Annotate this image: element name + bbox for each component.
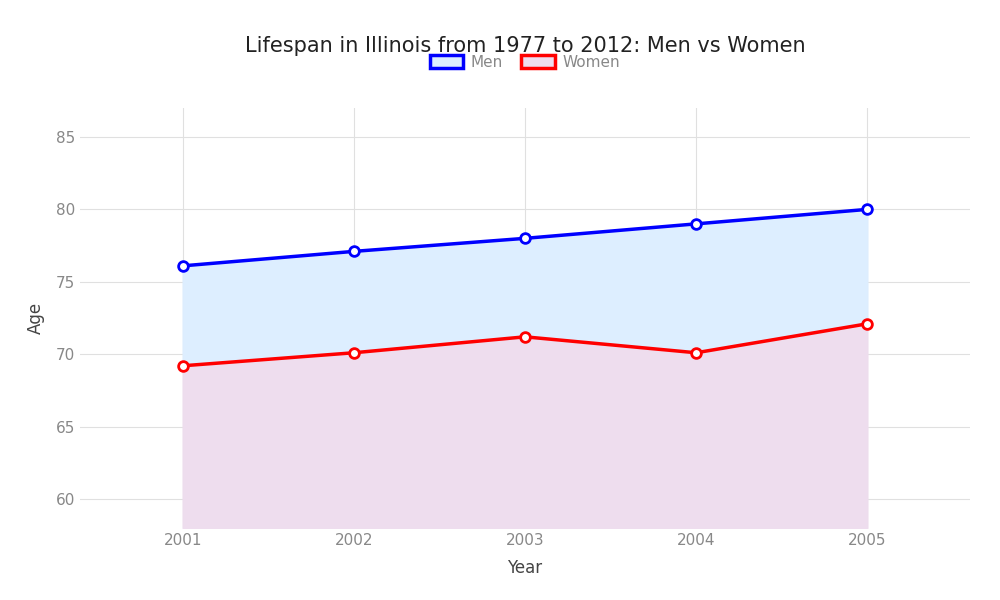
X-axis label: Year: Year [507, 559, 543, 577]
Y-axis label: Age: Age [27, 302, 45, 334]
Title: Lifespan in Illinois from 1977 to 2012: Men vs Women: Lifespan in Illinois from 1977 to 2012: … [245, 37, 805, 56]
Legend: Men, Women: Men, Women [424, 49, 626, 76]
